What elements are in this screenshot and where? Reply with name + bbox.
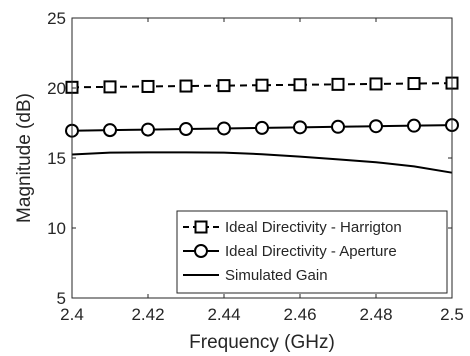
- x-axis-label: Frequency (GHz): [189, 332, 335, 353]
- data-point: [255, 120, 269, 135]
- y-tick-label: 25: [47, 9, 66, 28]
- x-tick-label: 2.42: [131, 305, 164, 324]
- y-tick-label: 10: [47, 219, 66, 238]
- series-line-2: [71, 151, 453, 174]
- data-point: [217, 79, 231, 93]
- data-point: [141, 122, 155, 137]
- x-tick-label: 2.44: [207, 305, 240, 324]
- x-tick-label: 2.4: [60, 305, 84, 324]
- data-point: [141, 79, 155, 93]
- x-tick-label: 2.5: [440, 305, 464, 324]
- legend-label-1: Ideal Directivity - Aperture: [225, 243, 397, 260]
- data-point: [255, 78, 269, 92]
- legend-label-0: Ideal Directivity - Harrigton: [225, 219, 402, 236]
- data-point: [407, 118, 421, 133]
- y-axis-label: Magnitude (dB): [14, 93, 35, 223]
- legend-marker-1: [194, 244, 208, 258]
- data-point: [407, 77, 421, 91]
- data-point: [331, 77, 345, 91]
- x-tick-label: 2.46: [283, 305, 316, 324]
- data-point: [179, 79, 193, 93]
- data-point: [331, 119, 345, 134]
- x-tick-label: 2.48: [359, 305, 392, 324]
- data-point: [179, 122, 193, 137]
- data-point: [293, 78, 307, 92]
- y-tick-label: 5: [57, 289, 66, 308]
- legend-box: [176, 210, 448, 294]
- data-point: [293, 120, 307, 135]
- y-tick-label: 15: [47, 149, 66, 168]
- data-point: [369, 77, 383, 91]
- series-line-0: [71, 82, 453, 89]
- data-point: [369, 119, 383, 134]
- data-point: [217, 121, 231, 136]
- legend-label-2: Simulated Gain: [225, 267, 328, 284]
- data-point: [103, 123, 117, 138]
- y-tick-label: 20: [47, 79, 66, 98]
- legend-marker-0: [194, 220, 208, 234]
- data-point: [103, 80, 117, 94]
